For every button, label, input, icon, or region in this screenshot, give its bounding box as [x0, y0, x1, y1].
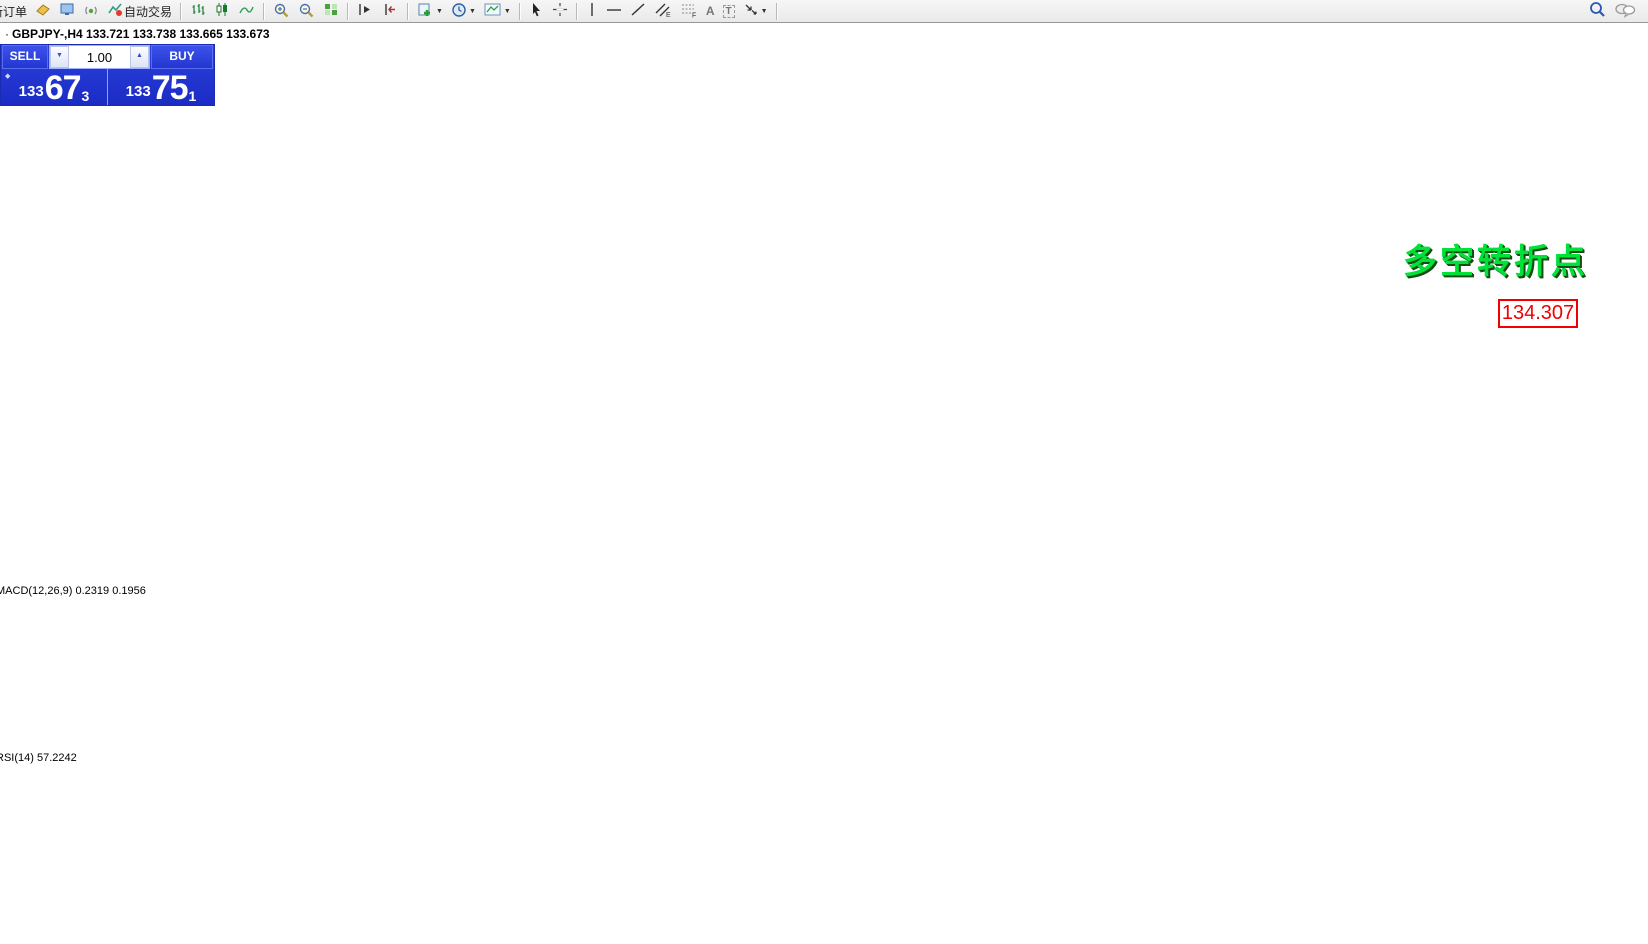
- buy-button[interactable]: BUY: [151, 45, 213, 69]
- signals-button[interactable]: [79, 1, 103, 21]
- zoom-out-button[interactable]: [294, 1, 319, 21]
- rsi-label: RSI(14) 57.2242: [0, 752, 77, 764]
- search-icon: [1588, 1, 1606, 21]
- new-order-label: 新订单: [0, 4, 28, 19]
- volume-down-button[interactable]: ▼: [50, 46, 69, 68]
- one-click-trading-panel: SELL ▼ ▲ BUY ◆ 133 67 3 133 75 1: [0, 44, 215, 106]
- chart-title-marker: ·: [5, 27, 9, 41]
- text-label-button[interactable]: T: [719, 1, 739, 21]
- signal-icon: [83, 2, 99, 20]
- toolbar-separator: [263, 2, 266, 20]
- toolbar-separator: [180, 2, 183, 20]
- tile-windows-icon: [323, 2, 339, 20]
- channel-button[interactable]: E: [650, 1, 676, 21]
- sell-price-sup: 3: [81, 88, 90, 104]
- crosshair-icon: [552, 2, 568, 20]
- sell-price-prefix: 133: [18, 83, 44, 100]
- vertical-line-button[interactable]: [582, 1, 602, 21]
- toolbar-separator: [518, 2, 521, 20]
- candle-chart-button[interactable]: [210, 1, 234, 21]
- toolbar-separator: [407, 2, 410, 20]
- turning-point-annotation[interactable]: 多空转折点: [1403, 243, 1588, 281]
- horizontal-line-button[interactable]: [602, 1, 626, 21]
- horizontal-line-icon: [606, 2, 622, 20]
- level-price-box[interactable]: 134.307: [1498, 299, 1578, 328]
- sell-price-big: 67: [44, 69, 82, 107]
- chat-icon: [1614, 1, 1636, 21]
- line-chart-button[interactable]: [234, 1, 259, 21]
- panel-diamond-icon: ◆: [5, 73, 11, 80]
- main-toolbar: 新订单 自动交易 ▼ ▼ ▼ E F A T ▼: [0, 0, 1648, 23]
- candle-chart-icon: [214, 2, 230, 20]
- search-button[interactable]: [1584, 1, 1610, 21]
- new-chart-button[interactable]: ▼: [413, 1, 447, 21]
- chart-title: · GBPJPY-,H4 133.721 133.738 133.665 133.…: [5, 27, 270, 41]
- zoom-out-icon: [298, 2, 315, 21]
- volume-control: ▼ ▲: [49, 45, 150, 69]
- toolbar-separator: [347, 2, 350, 20]
- text-icon: A: [705, 4, 715, 18]
- monitor-icon: [59, 2, 75, 20]
- new-chart-caret[interactable]: ▼: [436, 7, 443, 15]
- chart-canvas[interactable]: [0, 22, 1648, 944]
- trendline-icon: [630, 2, 646, 20]
- volume-up-button[interactable]: ▲: [130, 46, 149, 68]
- gold-ticket-icon: [35, 2, 51, 20]
- toolbar-separator: [575, 2, 578, 20]
- auto-trading-label: 自动交易: [124, 4, 173, 19]
- zoom-in-icon: [273, 2, 290, 21]
- sell-price[interactable]: ◆ 133 67 3: [1, 69, 108, 105]
- arrows-caret[interactable]: ▼: [760, 7, 768, 15]
- buy-price-sup: 1: [188, 88, 197, 104]
- auto-scroll-button[interactable]: [353, 1, 378, 21]
- indicators-caret[interactable]: ▼: [503, 7, 511, 15]
- auto-trading-icon: [107, 2, 124, 20]
- bar-chart-icon: [190, 2, 206, 20]
- buy-price-prefix: 133: [125, 83, 151, 100]
- sell-button[interactable]: SELL: [2, 45, 48, 69]
- indicators-icon: [484, 2, 502, 21]
- chat-button[interactable]: [1610, 1, 1640, 21]
- svg-text:E: E: [666, 12, 671, 18]
- crosshair-button[interactable]: [548, 1, 572, 21]
- vertical-line-icon: [586, 2, 598, 20]
- fibonacci-icon: F: [680, 2, 698, 21]
- equidistant-channel-icon: E: [654, 2, 672, 21]
- zoom-in-button[interactable]: [269, 1, 294, 21]
- indicators-button[interactable]: ▼: [480, 1, 515, 21]
- auto-scroll-icon: [357, 2, 374, 20]
- market-watch-button[interactable]: [31, 1, 55, 21]
- buy-price-big: 75: [151, 69, 189, 107]
- chart-shift-button[interactable]: [378, 1, 403, 21]
- new-order-button[interactable]: 新订单: [0, 1, 31, 21]
- new-chart-icon: [417, 2, 434, 21]
- cursor-button[interactable]: [525, 1, 548, 21]
- volume-input[interactable]: [69, 48, 130, 66]
- text-button[interactable]: A: [702, 1, 719, 21]
- bar-chart-button[interactable]: [186, 1, 210, 21]
- arrows-icon: [743, 2, 759, 20]
- period-caret[interactable]: ▼: [468, 7, 476, 15]
- arrows-button[interactable]: ▼: [739, 1, 772, 21]
- line-chart-icon: [238, 2, 255, 20]
- fibonacci-button[interactable]: F: [676, 1, 702, 21]
- cursor-icon: [529, 2, 544, 20]
- period-button[interactable]: ▼: [447, 1, 480, 21]
- trendline-button[interactable]: [626, 1, 650, 21]
- clock-icon: [451, 2, 467, 21]
- tile-windows-button[interactable]: [319, 1, 343, 21]
- buy-price[interactable]: 133 75 1: [108, 69, 214, 105]
- chart-shift-icon: [382, 2, 399, 20]
- toolbar-separator: [775, 2, 778, 20]
- text-label-icon: T: [722, 4, 735, 18]
- macd-label: MACD(12,26,9) 0.2319 0.1956: [0, 585, 146, 597]
- terminal-button[interactable]: [55, 1, 79, 21]
- svg-text:F: F: [692, 12, 696, 18]
- auto-trading-button[interactable]: 自动交易: [103, 1, 176, 21]
